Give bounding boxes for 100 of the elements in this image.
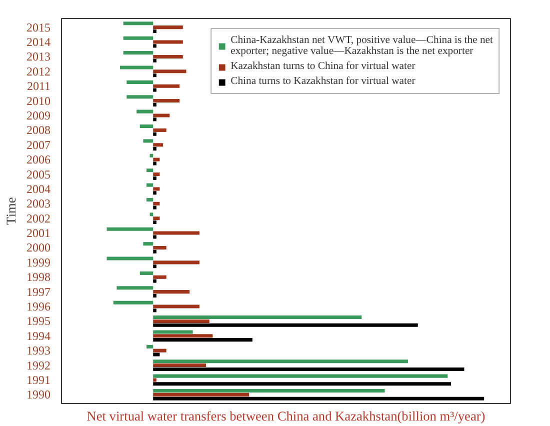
y-tick-label: 2004 <box>26 182 50 196</box>
y-tick-label: 2014 <box>26 35 50 50</box>
bar <box>153 294 156 298</box>
bar <box>153 235 156 239</box>
bar <box>153 74 156 78</box>
legend-label: Kazakhstan turns to China for virtual water <box>230 61 416 72</box>
bar <box>153 132 156 136</box>
bar <box>153 176 156 180</box>
bar <box>153 364 206 368</box>
bar <box>153 323 418 327</box>
bar <box>126 80 154 84</box>
y-tick-label: 1992 <box>26 358 50 372</box>
bar <box>113 300 154 304</box>
y-tick-label: 1994 <box>26 328 50 343</box>
bar <box>123 51 154 55</box>
bar <box>123 36 154 40</box>
y-tick-label: 2013 <box>26 50 50 64</box>
bar <box>143 139 154 143</box>
y-tick-label: 2003 <box>26 196 50 211</box>
bar <box>153 352 160 356</box>
bar <box>153 84 180 88</box>
bar <box>153 102 156 106</box>
bar <box>153 360 408 364</box>
bar <box>153 304 200 308</box>
bar <box>153 338 252 342</box>
bar <box>153 202 160 206</box>
bar <box>153 191 156 195</box>
bar <box>106 256 154 260</box>
bar <box>153 99 180 103</box>
bar <box>146 198 154 202</box>
bar <box>153 378 156 382</box>
bar <box>153 54 183 58</box>
bar <box>153 246 166 250</box>
y-tick-label: 2002 <box>26 211 50 226</box>
y-tick-label: 2005 <box>26 167 50 182</box>
bar <box>153 367 464 371</box>
bar <box>140 271 154 275</box>
y-tick-label: 2010 <box>26 94 50 108</box>
y-tick-label: 1997 <box>26 284 50 299</box>
bar <box>153 334 213 338</box>
y-tick-label: 1990 <box>26 388 50 402</box>
bar <box>116 286 154 290</box>
bar <box>153 220 156 224</box>
bar <box>146 168 154 172</box>
bar <box>153 26 183 30</box>
y-tick-label: 2008 <box>26 123 50 138</box>
bar <box>143 242 154 246</box>
legend-label: China turns to Kazakhstan for virtual water <box>230 76 416 87</box>
bar <box>153 330 193 334</box>
bar <box>153 143 164 147</box>
bar <box>123 22 154 26</box>
bar <box>153 187 160 191</box>
y-tick-label: 1998 <box>26 270 50 284</box>
bar <box>153 158 160 162</box>
bar <box>153 44 156 48</box>
bar <box>153 392 250 396</box>
bar <box>153 319 210 323</box>
y-tick-label: 2006 <box>26 152 50 167</box>
y-tick-label: 2011 <box>26 79 51 94</box>
bar <box>146 183 154 187</box>
bar <box>153 264 156 268</box>
bar <box>153 128 166 132</box>
bar <box>153 206 156 210</box>
bar <box>153 348 166 352</box>
y-tick-label: 2000 <box>26 240 50 255</box>
bar <box>153 88 156 92</box>
bar <box>146 344 154 348</box>
y-tick-label: 2012 <box>26 64 50 78</box>
bar <box>153 231 200 235</box>
bar <box>153 216 160 220</box>
y-tick-label: 2009 <box>26 108 50 122</box>
y-tick-label: 1993 <box>26 344 50 358</box>
bar <box>153 382 451 386</box>
bar <box>153 250 156 254</box>
bar <box>153 147 156 151</box>
bar <box>153 275 166 279</box>
y-tick-label: 2001 <box>26 226 50 240</box>
bar <box>153 290 190 294</box>
legend-label: China-Kazakhstan net VWT, positive value—China is the net exporter; negative value—Kazakhstan is the net exporter <box>230 35 493 57</box>
y-axis-title: Time <box>4 197 18 225</box>
bar <box>153 118 156 122</box>
bar <box>153 58 156 62</box>
bar <box>153 29 156 33</box>
bar <box>153 389 385 393</box>
bar <box>153 316 362 320</box>
y-tick-label: 1995 <box>26 314 50 328</box>
y-tick-label: 1999 <box>26 255 50 270</box>
y-tick-label: 2007 <box>26 138 50 152</box>
bar <box>140 124 154 128</box>
bar <box>153 279 156 283</box>
bar <box>153 162 156 166</box>
y-tick-label: 1996 <box>26 300 50 314</box>
bar <box>153 260 200 264</box>
bar <box>126 95 154 99</box>
bar <box>153 114 170 118</box>
bar <box>153 308 156 312</box>
y-tick-label: 2015 <box>26 20 50 34</box>
bar <box>153 396 484 400</box>
bar <box>106 227 154 231</box>
bar <box>153 40 183 44</box>
